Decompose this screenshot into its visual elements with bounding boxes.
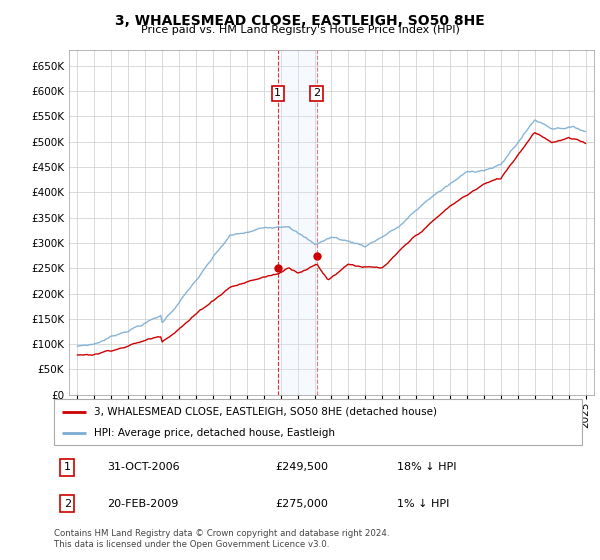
- Text: £249,500: £249,500: [276, 463, 329, 473]
- Text: 20-FEB-2009: 20-FEB-2009: [107, 499, 178, 508]
- Text: 1: 1: [64, 463, 71, 473]
- Text: 3, WHALESMEAD CLOSE, EASTLEIGH, SO50 8HE (detached house): 3, WHALESMEAD CLOSE, EASTLEIGH, SO50 8HE…: [94, 407, 437, 417]
- Text: 3, WHALESMEAD CLOSE, EASTLEIGH, SO50 8HE: 3, WHALESMEAD CLOSE, EASTLEIGH, SO50 8HE: [115, 14, 485, 28]
- Text: 18% ↓ HPI: 18% ↓ HPI: [397, 463, 457, 473]
- Text: 31-OCT-2006: 31-OCT-2006: [107, 463, 179, 473]
- Text: £275,000: £275,000: [276, 499, 329, 508]
- Text: 1: 1: [274, 88, 281, 99]
- Text: 2: 2: [64, 499, 71, 508]
- Text: Price paid vs. HM Land Registry's House Price Index (HPI): Price paid vs. HM Land Registry's House …: [140, 25, 460, 35]
- Text: 2: 2: [313, 88, 320, 99]
- Bar: [278, 50, 317, 395]
- Text: Contains HM Land Registry data © Crown copyright and database right 2024.
This d: Contains HM Land Registry data © Crown c…: [54, 529, 389, 549]
- FancyBboxPatch shape: [54, 399, 582, 445]
- Text: 1% ↓ HPI: 1% ↓ HPI: [397, 499, 449, 508]
- Text: HPI: Average price, detached house, Eastleigh: HPI: Average price, detached house, East…: [94, 428, 335, 438]
